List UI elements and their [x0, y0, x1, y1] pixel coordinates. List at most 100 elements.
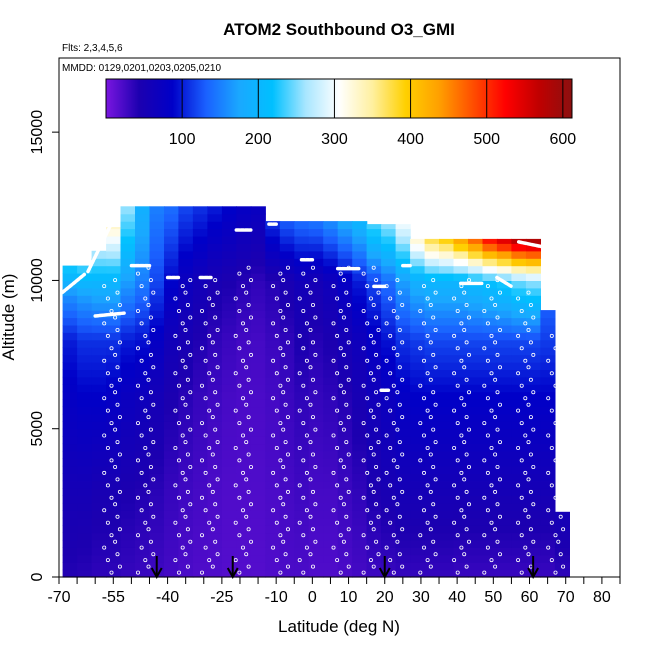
heat-cell [265, 562, 281, 571]
heat-cell [482, 238, 498, 244]
sample-point [531, 315, 536, 320]
sample-point [304, 433, 309, 438]
flight-segment [495, 275, 514, 289]
sample-point [361, 346, 366, 351]
heat-cell [221, 228, 237, 237]
heat-cell [207, 280, 223, 289]
sample-point [519, 346, 524, 351]
heat-cell [352, 310, 368, 319]
heat-cell [135, 539, 151, 548]
sample-point [146, 302, 151, 307]
sample-point [400, 415, 405, 420]
sample-point [482, 308, 487, 313]
heat-cell [135, 310, 151, 319]
heat-cell [496, 413, 512, 422]
heat-cell [352, 250, 368, 259]
heat-cell [439, 562, 455, 571]
sample-point [308, 365, 313, 370]
heat-cell [468, 399, 484, 408]
heat-cell [62, 510, 78, 519]
heat-cell [352, 302, 368, 311]
heat-cell [482, 532, 498, 541]
heat-cell [91, 539, 107, 548]
heat-cell [439, 495, 455, 504]
heat-cell [91, 265, 107, 274]
heat-cell [192, 228, 208, 237]
sample-point [485, 433, 490, 438]
heat-cell [496, 532, 512, 541]
heat-cell [106, 488, 122, 496]
heat-cell [236, 310, 252, 319]
heat-cell [178, 451, 194, 459]
heat-cell [265, 502, 281, 511]
sample-point [271, 433, 276, 438]
sample-point [549, 483, 554, 488]
heat-cell [439, 532, 455, 541]
heat-cell [106, 517, 122, 526]
sample-point [418, 383, 423, 388]
heat-cell [62, 317, 78, 326]
heat-cell [221, 517, 237, 526]
heat-cell [236, 384, 252, 393]
heat-cell [439, 465, 455, 474]
heat-cell [410, 317, 426, 326]
heat-cell [482, 280, 498, 289]
sample-point [105, 408, 110, 413]
sample-point [523, 358, 528, 363]
heat-cell [337, 280, 353, 289]
heat-cell [323, 273, 339, 281]
sample-point [493, 564, 498, 569]
heat-cell [323, 421, 339, 430]
sample-point [433, 365, 438, 370]
heat-cell [221, 250, 237, 259]
heat-cell [525, 532, 541, 541]
sample-point [173, 408, 178, 413]
heat-cell [352, 369, 368, 378]
heat-cell [381, 510, 397, 519]
heat-cell [410, 510, 426, 519]
heat-cell [453, 287, 469, 296]
heat-cell [323, 517, 339, 526]
heat-cell [265, 339, 281, 348]
sample-point [207, 408, 212, 413]
heat-cell [352, 354, 368, 363]
sample-point [308, 290, 313, 295]
heat-cell [554, 562, 570, 571]
heat-cell [337, 384, 353, 393]
heat-cell [77, 443, 93, 452]
heat-cell [323, 488, 339, 496]
heat-cell [554, 554, 570, 563]
heat-cell [468, 332, 484, 341]
heat-cell [164, 480, 180, 489]
heat-cell [308, 221, 324, 230]
heat-cell [439, 354, 455, 363]
heat-cell [511, 287, 527, 296]
heat-cell [62, 473, 78, 482]
heat-cell [250, 287, 266, 296]
sample-point [497, 514, 502, 519]
heat-cell [540, 532, 556, 541]
sample-point [246, 302, 251, 307]
heat-cell [468, 480, 484, 489]
sample-point [237, 458, 242, 463]
heat-cell [77, 391, 93, 400]
sample-point [361, 383, 366, 388]
sample-point [183, 514, 188, 519]
heat-cell [468, 473, 484, 482]
sample-point [395, 315, 400, 320]
sample-point [331, 545, 336, 550]
sample-point [143, 445, 148, 450]
heat-cell [294, 562, 310, 571]
heat-cell [77, 562, 93, 571]
sample-point [368, 520, 373, 525]
chart-title: ATOM2 Southbound O3_GMI [223, 20, 455, 39]
sample-point [281, 315, 286, 320]
heat-cell [207, 273, 223, 281]
heat-cell [453, 324, 469, 333]
heat-cell [279, 243, 295, 252]
sample-point [283, 290, 288, 295]
heat-cell [149, 310, 165, 319]
sample-point [188, 352, 193, 357]
sample-point [495, 502, 500, 507]
heat-cell [554, 525, 570, 534]
